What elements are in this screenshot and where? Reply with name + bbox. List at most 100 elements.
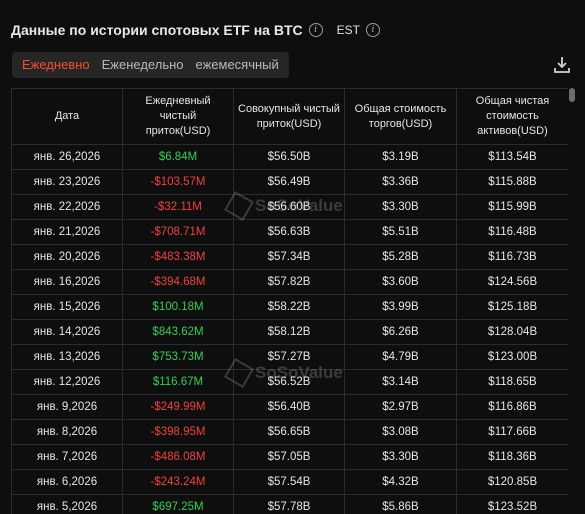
cell-net-assets: $128.04B [456, 319, 568, 345]
cell-net-assets: $115.99B [456, 194, 568, 220]
cell-net-assets: $125.18B [456, 294, 568, 320]
cell-daily-inflow: -$32.11M [122, 194, 234, 220]
cell-date: янв. 22,2026 [11, 194, 123, 220]
table-row: янв. 21,2026 -$708.71M $56.63B $5.51B $116.4… [11, 219, 568, 245]
cell-daily-inflow: -$398.95M [122, 419, 234, 445]
cell-net-assets: $120.85B [456, 469, 568, 495]
cell-date: янв. 13,2026 [11, 344, 123, 370]
cell-daily-inflow: $116.67M [122, 369, 234, 395]
cell-date: янв. 6,2026 [11, 469, 123, 495]
cell-cumulative-inflow: $57.78B [233, 494, 345, 514]
column-header-trade-value[interactable]: Общая стоимость торгов(USD) [344, 88, 457, 145]
cell-date: янв. 16,2026 [11, 269, 123, 295]
table-header-row: Дата Ежедневный чистый приток(USD) Совок… [11, 88, 568, 145]
cell-cumulative-inflow: $57.05B [233, 444, 345, 470]
cell-cumulative-inflow: $56.40B [233, 394, 345, 420]
cell-date: янв. 21,2026 [11, 219, 123, 245]
cell-cumulative-inflow: $56.49B [233, 169, 345, 195]
cell-date: янв. 8,2026 [11, 419, 123, 445]
cell-net-assets: $116.73B [456, 244, 568, 270]
cell-trade-value: $2.97B [344, 394, 457, 420]
cell-date: янв. 15,2026 [11, 294, 123, 320]
cell-date: янв. 7,2026 [11, 444, 123, 470]
column-header-daily-inflow[interactable]: Ежедневный чистый приток(USD) [122, 88, 234, 145]
table-row: янв. 23,2026 -$103.57M $56.49B $3.36B $115.8… [11, 169, 568, 195]
timezone-label: EST [336, 23, 360, 37]
cell-cumulative-inflow: $56.63B [233, 219, 345, 245]
table-row: янв. 12,2026 $116.67M $56.52B $3.14B $118.65… [11, 369, 568, 395]
table-row: янв. 5,2026 $697.25M $57.78B $5.86B $123.52B [11, 494, 568, 514]
cell-net-assets: $115.88B [456, 169, 568, 195]
table-row: янв. 7,2026 -$486.08M $57.05B $3.30B $118.36… [11, 444, 568, 470]
cell-net-assets: $123.52B [456, 494, 568, 514]
header: Данные по истории спотовых ETF на BTC i … [11, 18, 380, 42]
cell-daily-inflow: $697.25M [122, 494, 234, 514]
table-row: янв. 26,2026 $6.84M $56.50B $3.19B $113.54B [11, 144, 568, 170]
info-icon[interactable]: i [365, 23, 380, 37]
cell-daily-inflow: $100.18M [122, 294, 234, 320]
cell-trade-value: $5.28B [344, 244, 457, 270]
cell-daily-inflow: -$483.38M [122, 244, 234, 270]
period-tabs: Ежедневно Еженедельно ежемесячный [12, 52, 289, 78]
table-row: янв. 9,2026 -$249.99M $56.40B $2.97B $116.86… [11, 394, 568, 420]
cell-trade-value: $3.60B [344, 269, 457, 295]
cell-trade-value: $3.19B [344, 144, 457, 170]
cell-net-assets: $118.65B [456, 369, 568, 395]
cell-cumulative-inflow: $56.50B [233, 144, 345, 170]
cell-daily-inflow: -$394.68M [122, 269, 234, 295]
cell-daily-inflow: $753.73M [122, 344, 234, 370]
cell-date: янв. 12,2026 [11, 369, 123, 395]
page-title: Данные по истории спотовых ETF на BTC [11, 22, 303, 38]
cell-trade-value: $5.86B [344, 494, 457, 514]
scrollbar-thumb[interactable] [569, 88, 575, 102]
cell-daily-inflow: -$249.99M [122, 394, 234, 420]
cell-cumulative-inflow: $57.82B [233, 269, 345, 295]
tab-daily[interactable]: Ежедневно [22, 57, 90, 72]
cell-cumulative-inflow: $58.22B [233, 294, 345, 320]
cell-cumulative-inflow: $57.34B [233, 244, 345, 270]
table-row: янв. 13,2026 $753.73M $57.27B $4.79B $123.00… [11, 344, 568, 370]
cell-trade-value: $6.26B [344, 319, 457, 345]
cell-cumulative-inflow: $57.54B [233, 469, 345, 495]
column-header-net-assets[interactable]: Общая чистая стоимость активов(USD) [456, 88, 568, 145]
cell-net-assets: $116.48B [456, 219, 568, 245]
cell-trade-value: $3.14B [344, 369, 457, 395]
cell-trade-value: $3.30B [344, 444, 457, 470]
cell-trade-value: $5.51B [344, 219, 457, 245]
cell-net-assets: $116.86B [456, 394, 568, 420]
cell-net-assets: $124.56B [456, 269, 568, 295]
cell-date: янв. 23,2026 [11, 169, 123, 195]
cell-trade-value: $3.36B [344, 169, 457, 195]
cell-cumulative-inflow: $56.65B [233, 419, 345, 445]
cell-net-assets: $123.00B [456, 344, 568, 370]
cell-cumulative-inflow: $56.60B [233, 194, 345, 220]
table-row: янв. 22,2026 -$32.11M $56.60B $3.30B $115.99… [11, 194, 568, 220]
cell-date: янв. 20,2026 [11, 244, 123, 270]
etf-history-table: Дата Ежедневный чистый приток(USD) Совок… [11, 88, 568, 514]
cell-net-assets: $117.66B [456, 419, 568, 445]
cell-date: янв. 9,2026 [11, 394, 123, 420]
table-row: янв. 14,2026 $843.62M $58.12B $6.26B $128.04… [11, 319, 568, 345]
cell-cumulative-inflow: $57.27B [233, 344, 345, 370]
cell-trade-value: $3.30B [344, 194, 457, 220]
cell-net-assets: $113.54B [456, 144, 568, 170]
cell-trade-value: $4.79B [344, 344, 457, 370]
tab-weekly[interactable]: Еженедельно [101, 57, 184, 72]
cell-daily-inflow: -$708.71M [122, 219, 234, 245]
cell-daily-inflow: -$103.57M [122, 169, 234, 195]
cell-net-assets: $118.36B [456, 444, 568, 470]
table-row: янв. 6,2026 -$243.24M $57.54B $4.32B $120.85… [11, 469, 568, 495]
cell-date: янв. 14,2026 [11, 319, 123, 345]
cell-date: янв. 5,2026 [11, 494, 123, 514]
scrollbar[interactable] [569, 88, 575, 514]
cell-daily-inflow: $843.62M [122, 319, 234, 345]
download-icon[interactable] [553, 55, 571, 75]
cell-daily-inflow: -$243.24M [122, 469, 234, 495]
tab-monthly[interactable]: ежемесячный [195, 57, 279, 72]
info-icon[interactable]: i [308, 23, 323, 37]
column-header-cumulative-inflow[interactable]: Совокупный чистый приток(USD) [233, 88, 345, 145]
table-row: янв. 8,2026 -$398.95M $56.65B $3.08B $117.66… [11, 419, 568, 445]
cell-trade-value: $4.32B [344, 469, 457, 495]
table-row: янв. 15,2026 $100.18M $58.22B $3.99B $125.18… [11, 294, 568, 320]
column-header-date[interactable]: Дата [11, 88, 123, 145]
